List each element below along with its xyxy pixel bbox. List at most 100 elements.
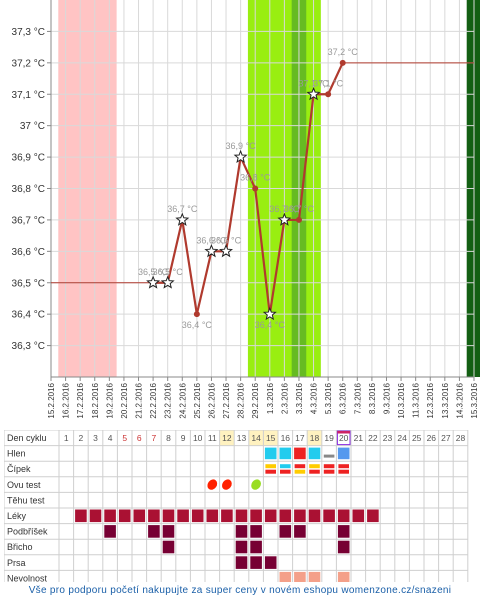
lower-belly-mark [250, 525, 262, 538]
cervix-mark [323, 464, 335, 469]
row-label: Čípek [7, 464, 31, 474]
meds-mark [294, 509, 306, 523]
lower-belly-mark [294, 525, 306, 538]
x-tick-label: 13.3.2016 [441, 382, 450, 418]
star-marker [146, 275, 161, 289]
x-tick-label: 4.3.2016 [310, 382, 319, 414]
x-tick-label: 27.2.2016 [222, 382, 231, 418]
x-tick-label: 28.2.2016 [237, 382, 246, 418]
day-number: 19 [324, 433, 334, 443]
meds-mark [162, 509, 175, 523]
day-number: 8 [166, 433, 171, 443]
mucus-mark [337, 447, 350, 460]
day-number: 10 [193, 433, 203, 443]
belly-mark [235, 540, 248, 554]
data-label: 36,7 °C [167, 204, 198, 214]
day-number: 1 [64, 433, 69, 443]
day-number: 22 [368, 433, 378, 443]
meds-mark [89, 509, 102, 523]
y-tick-label: 36,6 °C [12, 247, 45, 258]
cervix-mark [309, 464, 320, 469]
day-number: 16 [281, 433, 291, 443]
x-tick-label: 11.3.2016 [412, 382, 421, 418]
cervix-mark [323, 469, 335, 474]
data-label: 36,8 °C [240, 173, 271, 183]
y-tick-label: 37,3 °C [12, 27, 45, 38]
x-tick-label: 21.2.2016 [135, 382, 144, 418]
day-number: 18 [310, 433, 320, 443]
day-number: 4 [108, 433, 113, 443]
day-number: 17 [295, 433, 305, 443]
x-tick-label: 19.2.2016 [105, 382, 114, 418]
ovu-test-icon [222, 479, 232, 490]
meds-mark [323, 509, 335, 523]
mucus-mark [323, 454, 335, 458]
day-number: 25 [412, 433, 422, 443]
dot-marker [252, 185, 259, 192]
x-tick-label: 6.3.2016 [339, 382, 348, 414]
breast-mark [250, 556, 262, 569]
day-number: 9 [181, 433, 186, 443]
lower-belly-mark [148, 525, 160, 538]
data-label: 36,7 °C [284, 204, 315, 214]
row-label: Hlen [7, 449, 26, 459]
table-header-label: Den cyklu [7, 433, 47, 443]
nausea-mark [294, 571, 306, 582]
x-tick-label: 29.2.2016 [251, 382, 260, 418]
row-label: Ovu test [7, 480, 41, 490]
lower-belly-mark [235, 525, 248, 538]
meds-mark [367, 509, 379, 523]
ovu-test-icon [251, 479, 261, 490]
x-tick-label: 2.3.2016 [280, 382, 289, 414]
x-tick-label: 7.3.2016 [353, 382, 362, 414]
day-highlight [219, 430, 235, 446]
star-marker [277, 212, 292, 226]
cervix-mark [280, 464, 291, 469]
day-number: 12 [222, 433, 232, 443]
day-number: 7 [152, 433, 157, 443]
cervix-mark [294, 469, 306, 474]
star-marker [306, 86, 321, 101]
day-highlight [263, 430, 278, 446]
x-tick-label: 10.3.2016 [397, 382, 406, 418]
nausea-mark [337, 571, 350, 582]
y-tick-label: 37,2 °C [12, 58, 45, 69]
x-tick-label: 22.2.2016 [149, 382, 158, 418]
nausea-mark [279, 571, 292, 582]
x-tick-label: 16.2.2016 [62, 382, 71, 418]
belly-mark [162, 540, 175, 554]
cervix-mark [265, 464, 276, 469]
x-tick-label: 18.2.2016 [91, 382, 100, 418]
mucus-mark [264, 447, 277, 460]
footer-link[interactable]: Vše pro podporu početí nakupujte za supe… [28, 585, 452, 596]
day-number: 11 [208, 433, 217, 443]
dot-marker [325, 91, 332, 98]
meds-mark [235, 509, 248, 523]
star-marker [175, 212, 190, 226]
series-line [153, 62, 344, 316]
x-tick-label: 23.2.2016 [164, 382, 173, 418]
data-label: 36,4 °C [182, 320, 213, 330]
dot-marker [339, 59, 346, 66]
meds-mark [191, 509, 204, 523]
row-label: Nevolnost [7, 573, 48, 582]
x-tick-label: 1.3.2016 [266, 382, 275, 414]
day-highlight [307, 430, 322, 446]
dot-marker [295, 216, 302, 223]
nausea-mark [308, 571, 321, 582]
meds-mark [264, 509, 277, 523]
x-tick-label: 12.3.2016 [426, 382, 435, 418]
x-tick-label: 25.2.2016 [193, 382, 202, 418]
day-number: 15 [266, 433, 276, 443]
lower-belly-mark [279, 525, 292, 538]
y-tick-label: 36,3 °C [12, 341, 45, 352]
cervix-mark [338, 469, 349, 474]
lower-belly-mark [337, 525, 350, 538]
data-label: 37,1 °C [298, 78, 329, 88]
meds-mark [308, 509, 321, 523]
lower-belly-mark [104, 525, 116, 538]
day-number: 14 [251, 433, 261, 443]
y-tick-label: 36,7 °C [12, 215, 45, 226]
day-number: 28 [456, 433, 466, 443]
belly-mark [250, 540, 262, 554]
